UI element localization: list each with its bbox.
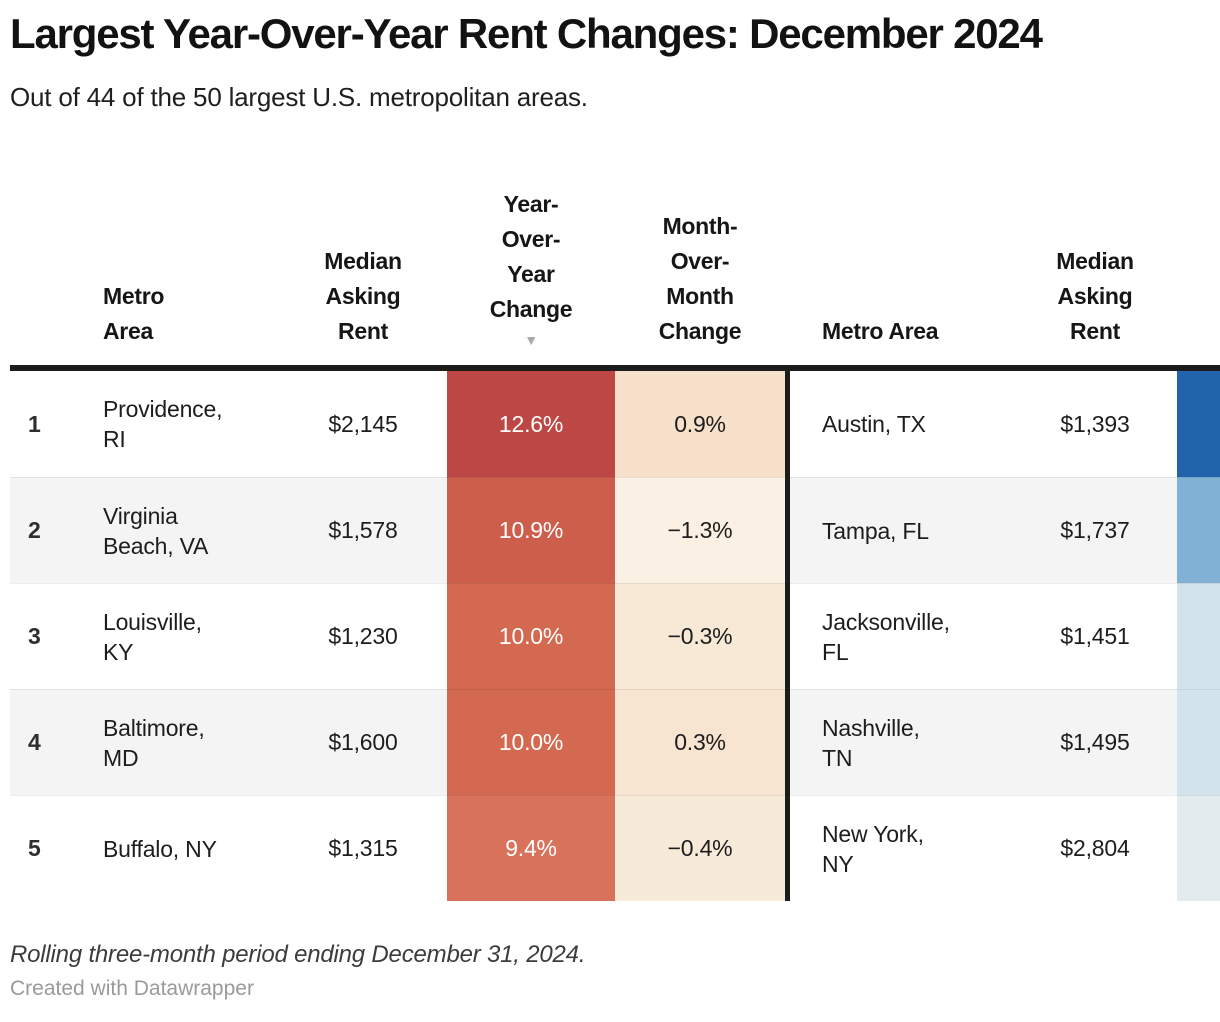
metro-area-right-cell: New York, NY bbox=[790, 795, 960, 901]
page-root: Largest Year-Over-Year Rent Changes: Dec… bbox=[10, 10, 1220, 1001]
metro-area-left-cell: Virginia Beach, VA bbox=[103, 477, 248, 583]
metro-area-left-cell: Baltimore, MD bbox=[103, 689, 248, 795]
table-body: 1 Providence, RI $2,145 12.6% 0.9% Austi… bbox=[10, 371, 1220, 902]
metro-area-left-cell: Providence, RI bbox=[103, 396, 223, 453]
column-header-metro-right[interactable]: Metro Area bbox=[822, 318, 939, 345]
yoy-change-cell: 9.4% bbox=[447, 795, 615, 902]
table-divider bbox=[785, 477, 790, 584]
yoy-change-cell: 10.0% bbox=[447, 689, 615, 796]
mom-change-cell: 0.9% bbox=[615, 371, 785, 478]
mom-change-cell: −1.3% bbox=[615, 477, 785, 584]
median-rent-left-cell: $1,578 bbox=[248, 477, 447, 583]
chart-subtitle: Out of 44 of the 50 largest U.S. metropo… bbox=[10, 82, 588, 113]
table-row: 3 Louisville, KY $1,230 10.0% −0.3% Jack… bbox=[10, 583, 1220, 690]
median-rent-right-cell: $1,737 bbox=[960, 477, 1177, 583]
mom-change-cell: −0.3% bbox=[615, 583, 785, 690]
yoy-trend-color-cell bbox=[1177, 371, 1220, 478]
footnote: Rolling three-month period ending Decemb… bbox=[10, 941, 586, 969]
median-rent-left-cell: $1,230 bbox=[248, 583, 447, 689]
median-rent-right-cell: $1,393 bbox=[1060, 410, 1130, 437]
column-header-mom-change[interactable]: Month- Over- Month Change bbox=[658, 213, 742, 345]
median-rent-left-cell: $1,315 bbox=[248, 795, 447, 901]
sort-descending-icon: ▼ bbox=[524, 332, 538, 349]
rank-cell: 1 bbox=[28, 410, 41, 437]
column-header-yoy-change[interactable]: Year- Over- Year Change ▼ bbox=[447, 187, 615, 349]
yoy-trend-color-cell bbox=[1177, 689, 1220, 796]
metro-area-right-cell: Jacksonville, FL bbox=[790, 583, 960, 689]
median-rent-right-cell: $1,495 bbox=[960, 689, 1177, 795]
median-rent-right-cell: $2,804 bbox=[960, 795, 1177, 901]
rank-cell: 5 bbox=[10, 795, 103, 901]
table-divider bbox=[785, 689, 790, 796]
yoy-change-cell: 10.0% bbox=[447, 583, 615, 690]
column-header-rent-right[interactable]: Median Asking Rent bbox=[1056, 248, 1134, 345]
yoy-change-cell: 10.9% bbox=[447, 477, 615, 584]
column-header-metro-left[interactable]: Metro Area bbox=[103, 283, 165, 345]
metro-area-right-cell: Austin, TX bbox=[822, 411, 926, 438]
table-divider bbox=[785, 583, 790, 690]
table-divider bbox=[785, 371, 790, 478]
rank-cell: 4 bbox=[10, 689, 103, 795]
yoy-change-cell: 12.6% bbox=[447, 371, 615, 478]
table-row: 5 Buffalo, NY $1,315 9.4% −0.4% New York… bbox=[10, 795, 1220, 902]
datawrapper-attribution-link[interactable]: Created with Datawrapper bbox=[10, 977, 254, 1001]
column-header-yoy-label: Year- Over- Year Change bbox=[489, 191, 573, 323]
table-row: 1 Providence, RI $2,145 12.6% 0.9% Austi… bbox=[10, 371, 1220, 478]
table-row: 4 Baltimore, MD $1,600 10.0% 0.3% Nashvi… bbox=[10, 689, 1220, 796]
mom-change-cell: −0.4% bbox=[615, 795, 785, 902]
metro-area-left-cell: Buffalo, NY bbox=[103, 795, 248, 901]
median-rent-right-cell: $1,451 bbox=[960, 583, 1177, 689]
yoy-trend-color-cell bbox=[1177, 583, 1220, 690]
table-header-row: Metro Area Median Asking Rent Year- Over… bbox=[10, 113, 1220, 372]
metro-area-right-cell: Tampa, FL bbox=[790, 477, 960, 583]
table-row: 2 Virginia Beach, VA $1,578 10.9% −1.3% … bbox=[10, 477, 1220, 584]
yoy-trend-color-cell bbox=[1177, 795, 1220, 902]
metro-area-left-cell: Louisville, KY bbox=[103, 583, 248, 689]
mom-change-cell: 0.3% bbox=[615, 689, 785, 796]
column-header-rent-left[interactable]: Median Asking Rent bbox=[324, 248, 402, 345]
median-rent-left-cell: $1,600 bbox=[248, 689, 447, 795]
median-rent-left-cell: $2,145 bbox=[328, 410, 398, 437]
yoy-trend-color-cell bbox=[1177, 477, 1220, 584]
table-divider bbox=[785, 795, 790, 902]
rank-cell: 3 bbox=[10, 583, 103, 689]
rank-cell: 2 bbox=[10, 477, 103, 583]
chart-title: Largest Year-Over-Year Rent Changes: Dec… bbox=[10, 10, 1043, 57]
metro-area-right-cell: Nashville, TN bbox=[790, 689, 960, 795]
